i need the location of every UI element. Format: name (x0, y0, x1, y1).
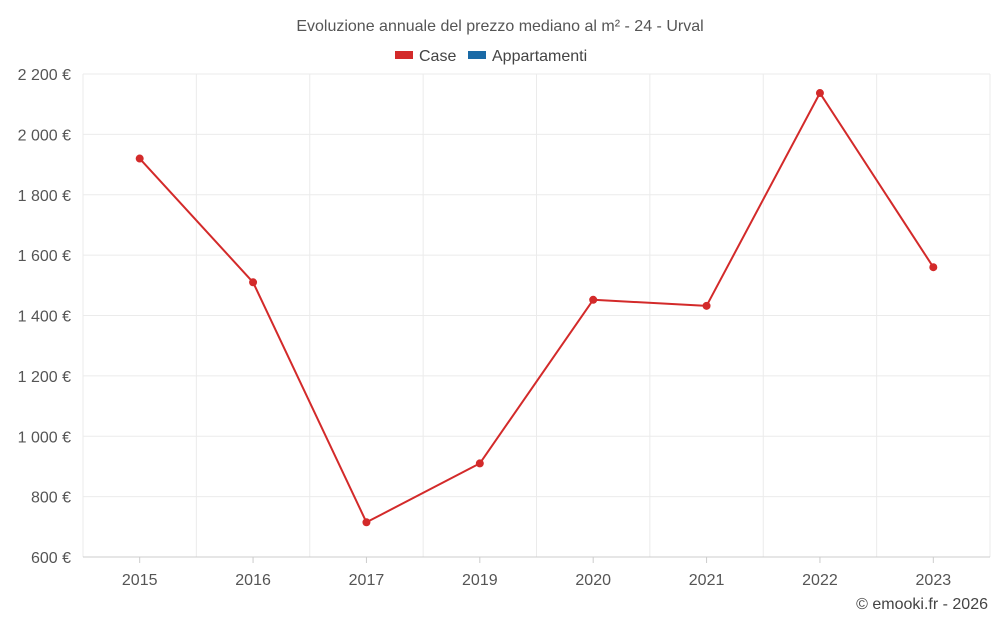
series-line-case (138, 92, 935, 524)
y-tick-label: 1 200 € (18, 369, 71, 386)
y-tick-label: 1 400 € (18, 309, 71, 326)
series-layer (135, 89, 938, 527)
data-point[interactable] (362, 518, 371, 527)
x-tick-label: 2023 (916, 572, 952, 589)
chart-title: Evoluzione annuale del prezzo mediano al… (296, 18, 703, 35)
y-tick-label: 1 600 € (18, 248, 71, 265)
x-tick-label: 2021 (689, 572, 725, 589)
y-tick-label: 2 000 € (18, 127, 71, 144)
data-point[interactable] (135, 154, 144, 163)
data-point[interactable] (475, 459, 484, 468)
axis-layer: 600 € 800 € 1 000 € 1 200 € 1 400 € 1 600 € 1 … (18, 67, 990, 589)
x-tick-label: 2017 (349, 572, 385, 589)
grid-layer (82, 73, 991, 557)
credit-text: © emooki.fr - 2026 (856, 596, 988, 613)
data-point[interactable] (589, 295, 598, 304)
legend: Case Appartamenti (395, 48, 587, 65)
x-tick-label: 2016 (235, 572, 271, 589)
legend-swatch-case[interactable] (395, 51, 413, 59)
legend-label-case[interactable]: Case (419, 48, 456, 65)
y-tick-label: 1 000 € (18, 429, 71, 446)
x-tick-label: 2015 (122, 572, 158, 589)
y-tick-label: 2 200 € (18, 67, 71, 84)
legend-swatch-appartamenti[interactable] (468, 51, 486, 59)
x-tick-label: 2022 (802, 572, 838, 589)
data-point[interactable] (929, 263, 938, 272)
y-tick-label: 1 800 € (18, 188, 71, 205)
x-tick-label: 2019 (462, 572, 498, 589)
data-point[interactable] (249, 278, 258, 287)
data-point[interactable] (815, 89, 824, 98)
data-point[interactable] (702, 301, 711, 310)
legend-label-appartamenti[interactable]: Appartamenti (492, 48, 587, 65)
x-tick-label: 2020 (575, 572, 611, 589)
y-tick-label: 800 € (31, 490, 71, 507)
y-tick-label: 600 € (31, 550, 71, 567)
